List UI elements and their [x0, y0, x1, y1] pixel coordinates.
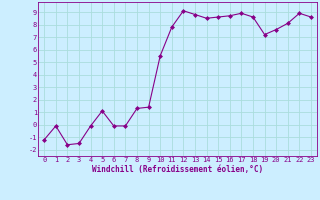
X-axis label: Windchill (Refroidissement éolien,°C): Windchill (Refroidissement éolien,°C): [92, 165, 263, 174]
